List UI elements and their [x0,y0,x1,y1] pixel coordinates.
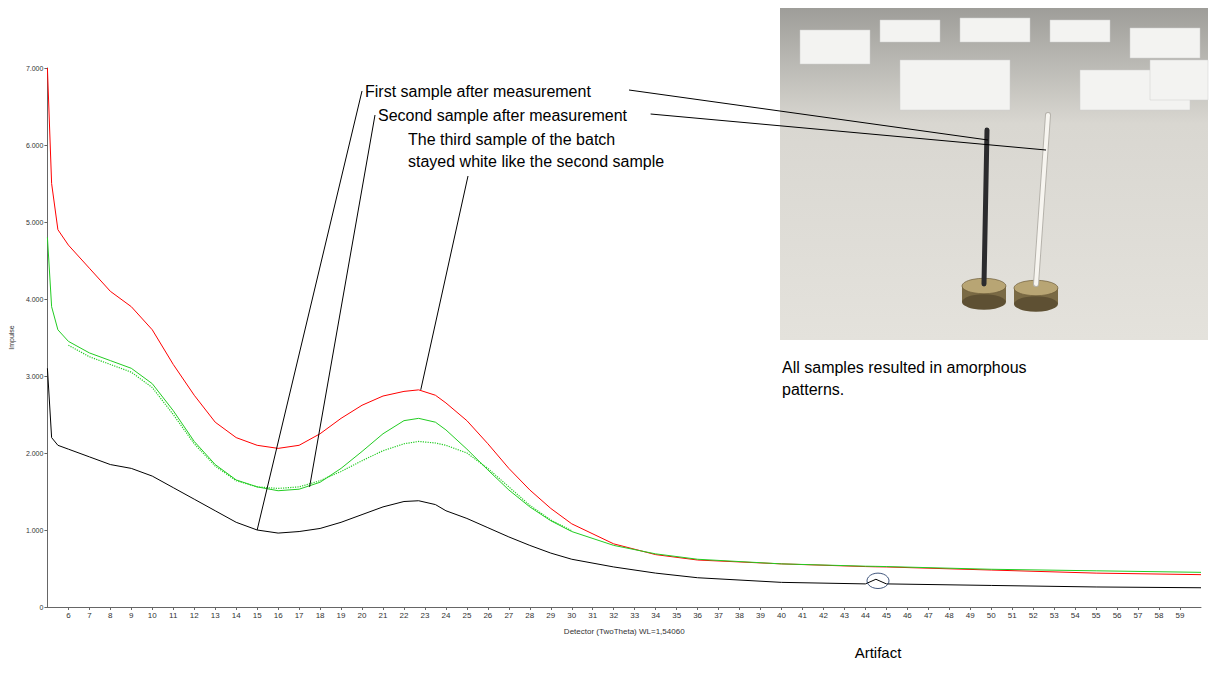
svg-text:54: 54 [1071,611,1080,620]
svg-text:21: 21 [379,611,388,620]
svg-text:8: 8 [108,611,113,620]
svg-text:32: 32 [609,611,618,620]
svg-text:55: 55 [1092,611,1101,620]
svg-text:Second sample after measuremen: Second sample after measurement [378,107,628,124]
svg-text:40: 40 [777,611,786,620]
svg-text:46: 46 [903,611,912,620]
svg-text:57: 57 [1134,611,1143,620]
svg-text:36: 36 [693,611,702,620]
svg-text:25: 25 [462,611,471,620]
svg-text:29: 29 [546,611,555,620]
svg-text:24: 24 [441,611,450,620]
svg-text:Detector (TwoTheta) WL=1,54060: Detector (TwoTheta) WL=1,54060 [564,627,685,636]
svg-text:26: 26 [483,611,492,620]
svg-text:10: 10 [148,611,157,620]
svg-text:59: 59 [1176,611,1185,620]
svg-text:22: 22 [400,611,409,620]
svg-text:7: 7 [87,611,92,620]
svg-text:27: 27 [504,611,513,620]
svg-text:patterns.: patterns. [782,381,844,398]
svg-text:20: 20 [358,611,367,620]
svg-text:5.000: 5.000 [26,219,44,226]
svg-text:33: 33 [630,611,639,620]
svg-text:31: 31 [588,611,597,620]
svg-text:48: 48 [945,611,954,620]
svg-text:9: 9 [129,611,134,620]
svg-text:41: 41 [798,611,807,620]
svg-text:43: 43 [840,611,849,620]
svg-text:First sample after measurement: First sample after measurement [365,83,591,100]
svg-text:51: 51 [1008,611,1017,620]
svg-text:53: 53 [1050,611,1059,620]
svg-text:18: 18 [316,611,325,620]
svg-text:34: 34 [651,611,660,620]
svg-text:30: 30 [567,611,576,620]
svg-text:0: 0 [40,604,44,611]
svg-text:16: 16 [274,611,283,620]
svg-text:stayed white like the second s: stayed white like the second sample [408,153,664,170]
svg-text:47: 47 [924,611,933,620]
svg-text:13: 13 [211,611,220,620]
svg-text:38: 38 [735,611,744,620]
svg-text:All samples resulted in amorph: All samples resulted in amorphous [782,359,1027,376]
svg-text:37: 37 [714,611,723,620]
svg-text:17: 17 [295,611,304,620]
svg-text:4.000: 4.000 [26,296,44,303]
svg-text:7.000: 7.000 [26,65,44,72]
svg-text:52: 52 [1029,611,1038,620]
svg-text:44: 44 [861,611,870,620]
svg-text:6.000: 6.000 [26,142,44,149]
svg-text:50: 50 [987,611,996,620]
svg-text:12: 12 [190,611,199,620]
svg-text:19: 19 [337,611,346,620]
svg-text:49: 49 [966,611,975,620]
svg-text:1.000: 1.000 [26,527,44,534]
svg-text:The third sample of the batch: The third sample of the batch [408,131,615,148]
svg-text:39: 39 [756,611,765,620]
svg-text:28: 28 [525,611,534,620]
svg-text:58: 58 [1155,611,1164,620]
svg-text:11: 11 [169,611,178,620]
svg-text:2.000: 2.000 [26,450,44,457]
svg-text:3.000: 3.000 [26,373,44,380]
svg-text:45: 45 [882,611,891,620]
svg-text:15: 15 [253,611,262,620]
svg-text:56: 56 [1113,611,1122,620]
svg-text:Artifact: Artifact [855,644,903,661]
svg-text:35: 35 [672,611,681,620]
svg-text:23: 23 [421,611,430,620]
svg-text:14: 14 [232,611,241,620]
svg-text:Impulse: Impulse [8,325,16,350]
svg-text:42: 42 [819,611,828,620]
svg-text:6: 6 [66,611,71,620]
